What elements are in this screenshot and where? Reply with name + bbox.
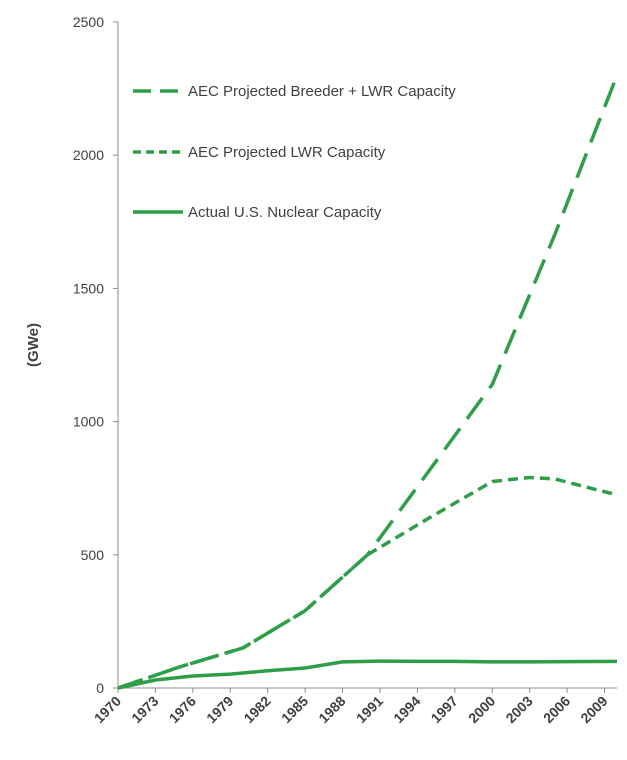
x-tick-label: 1976 (166, 693, 199, 726)
legend: AEC Projected Breeder + LWR Capacity AEC … (133, 83, 456, 221)
x-tick-label: 1970 (91, 693, 124, 726)
axes (117, 22, 617, 689)
x-tick-label: 1979 (203, 693, 236, 726)
x-tick-label: 2006 (540, 693, 573, 726)
y-tick-label: 500 (81, 547, 105, 563)
y-tick-label: 2000 (73, 147, 104, 163)
x-tick-label: 2003 (502, 693, 535, 726)
legend-label-2: AEC Projected LWR Capacity (188, 144, 386, 161)
series-lines (117, 74, 619, 690)
y-axis-title: (GWe) (25, 323, 42, 367)
x-tick-label: 1988 (315, 693, 348, 726)
legend-label-1: AEC Projected Breeder + LWR Capacity (188, 83, 456, 100)
x-tick-label: 1991 (353, 693, 386, 726)
x-tick-label: 1982 (240, 693, 273, 726)
y-tick-label: 1500 (73, 280, 104, 296)
y-tick-label: 0 (96, 680, 104, 696)
x-tick-label: 1997 (428, 693, 461, 726)
x-tick-label: 1973 (128, 693, 161, 726)
y-tick-label: 2500 (73, 14, 104, 30)
series-line-3 (117, 659, 618, 690)
series-line-1 (117, 74, 619, 690)
x-tick-label: 1985 (278, 693, 311, 726)
x-tick-label: 1994 (390, 693, 423, 726)
series-line-2 (117, 475, 618, 690)
x-tick-label: 2009 (577, 693, 610, 726)
x-tick-label: 2000 (465, 693, 498, 726)
legend-label-3: Actual U.S. Nuclear Capacity (188, 204, 382, 221)
y-tick-label: 1000 (73, 414, 104, 430)
x-axis-ticks: 1970 1973 1976 1979 1982 1985 1988 1991 1994 1997… (91, 688, 611, 726)
y-axis-ticks: 0 500 1000 1500 2000 2500 (73, 14, 118, 696)
